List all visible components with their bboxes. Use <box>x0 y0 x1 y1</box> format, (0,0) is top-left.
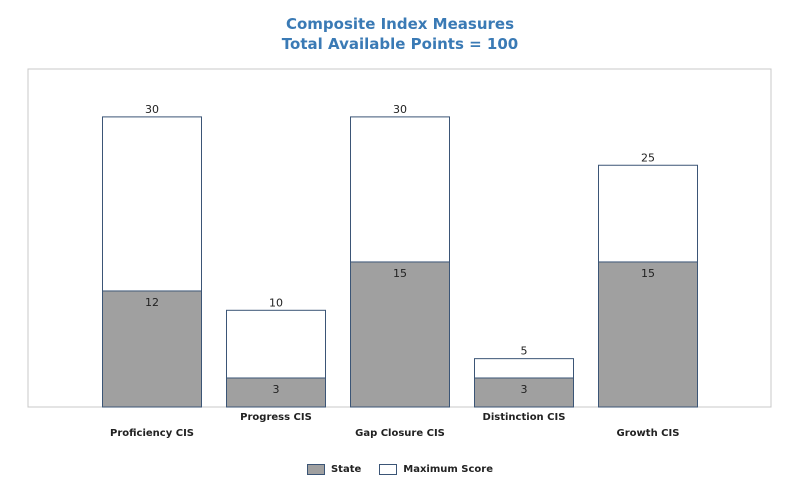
category-label-gap-closure-cis: Gap Closure CIS <box>355 428 445 439</box>
bar-state-gap-closure-cis <box>350 261 450 408</box>
legend-label-maximum-score: Maximum Score <box>403 464 494 475</box>
data-label-maximum-score-gap-closure-cis: 30 <box>393 103 407 116</box>
chart-subtitle: Total Available Points = 100 <box>281 35 519 53</box>
data-label-maximum-score-progress-cis: 10 <box>269 296 283 309</box>
legend-swatch-state <box>306 464 325 475</box>
data-label-maximum-score-growth-cis: 25 <box>641 151 655 164</box>
category-label-distinction-cis: Distinction CIS <box>483 412 566 423</box>
bar-state-distinction-cis <box>474 377 574 408</box>
legend-swatch-maximum-score <box>379 464 398 475</box>
bar-state-proficiency-cis <box>102 290 202 408</box>
bars-group: 30 12 Proficiency CIS 10 3 Progress CIS 30 15 Ga… <box>102 103 698 439</box>
legend-item-maximum-score: Maximum Score <box>379 464 493 475</box>
data-label-maximum-score-distinction-cis: 5 <box>521 345 528 358</box>
category-label-progress-cis: Progress CIS <box>240 412 312 423</box>
data-label-state-growth-cis: 15 <box>641 267 655 280</box>
legend-item-state: State <box>306 464 362 475</box>
data-label-state-proficiency-cis: 12 <box>145 296 159 309</box>
legend: State Maximum Score <box>0 464 800 475</box>
chart-title: Composite Index Measures <box>285 15 515 33</box>
data-label-state-gap-closure-cis: 15 <box>393 267 407 280</box>
data-label-state-distinction-cis: 3 <box>521 383 528 396</box>
category-label-proficiency-cis: Proficiency CIS <box>110 428 194 439</box>
category-label-growth-cis: Growth CIS <box>617 428 680 439</box>
data-label-state-progress-cis: 3 <box>273 383 280 396</box>
bar-state-progress-cis <box>226 377 326 408</box>
data-label-maximum-score-proficiency-cis: 30 <box>145 103 159 116</box>
legend-label-state: State <box>330 464 362 475</box>
bar-state-growth-cis <box>598 261 698 408</box>
